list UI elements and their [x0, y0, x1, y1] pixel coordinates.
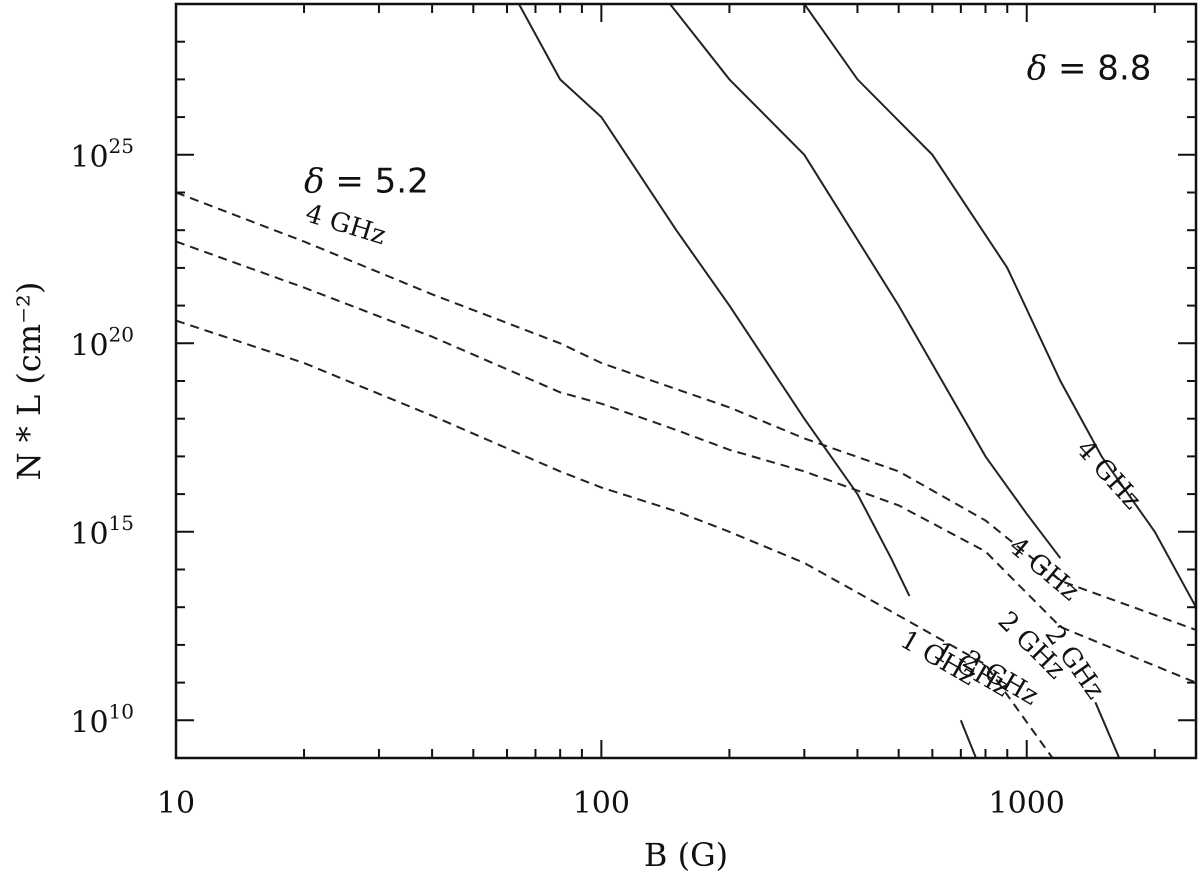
- y-tick-label-exponent: 20: [109, 322, 134, 346]
- y-tick-label-exponent: 15: [109, 511, 134, 535]
- x-tick-label: 100: [573, 786, 630, 821]
- y-tick-label-base: 10: [70, 140, 108, 175]
- ticks: [175, 3, 1196, 759]
- y-tick-label-base: 10: [70, 328, 108, 363]
- y-tick-label-exponent: 25: [109, 134, 134, 158]
- series-line-solid-7: [1094, 701, 1121, 758]
- x-axis-title: B (G): [644, 836, 728, 874]
- x-tick-label: 1000: [989, 786, 1065, 821]
- delta-symbol: δ: [304, 162, 324, 202]
- series-line-solid-5: [803, 4, 1196, 608]
- series-line-solid-3: [518, 4, 911, 597]
- x-tick-label: 10: [157, 786, 195, 821]
- series-line-dashed-1: [176, 240, 1196, 684]
- y-tick-label-base: 10: [70, 705, 108, 740]
- curve-label: 4 GHz: [1070, 434, 1147, 515]
- y-tick-label: 1025: [70, 134, 134, 175]
- y-tick-label-base: 10: [70, 517, 108, 552]
- delta-symbol: δ: [1027, 48, 1047, 88]
- y-axis-title: N * L (cm⁻²): [10, 282, 48, 481]
- delta-value: = 8.8: [1047, 48, 1151, 88]
- delta-annotation: δ = 8.8: [1027, 48, 1152, 88]
- y-tick-label: 1010: [70, 699, 134, 740]
- series-line-solid-4: [669, 4, 1062, 559]
- series-line-solid-6: [959, 719, 977, 758]
- annotations: δ = 5.2δ = 8.8: [304, 48, 1151, 201]
- curves: [176, 4, 1196, 758]
- y-tick-label-exponent: 10: [109, 699, 134, 723]
- delta-annotation: δ = 5.2: [304, 162, 429, 202]
- series-line-dashed-0: [176, 191, 1196, 631]
- curve-label: 4 GHz: [302, 199, 389, 252]
- delta-value: = 5.2: [325, 162, 429, 202]
- x-tick-labels: 10 100 1000: [157, 786, 1065, 821]
- curve-label: 4 GHz: [1003, 531, 1085, 607]
- y-tick-label: 1020: [70, 322, 134, 363]
- series-line-dashed-2: [176, 319, 1054, 758]
- y-tick-label: 1015: [70, 511, 134, 552]
